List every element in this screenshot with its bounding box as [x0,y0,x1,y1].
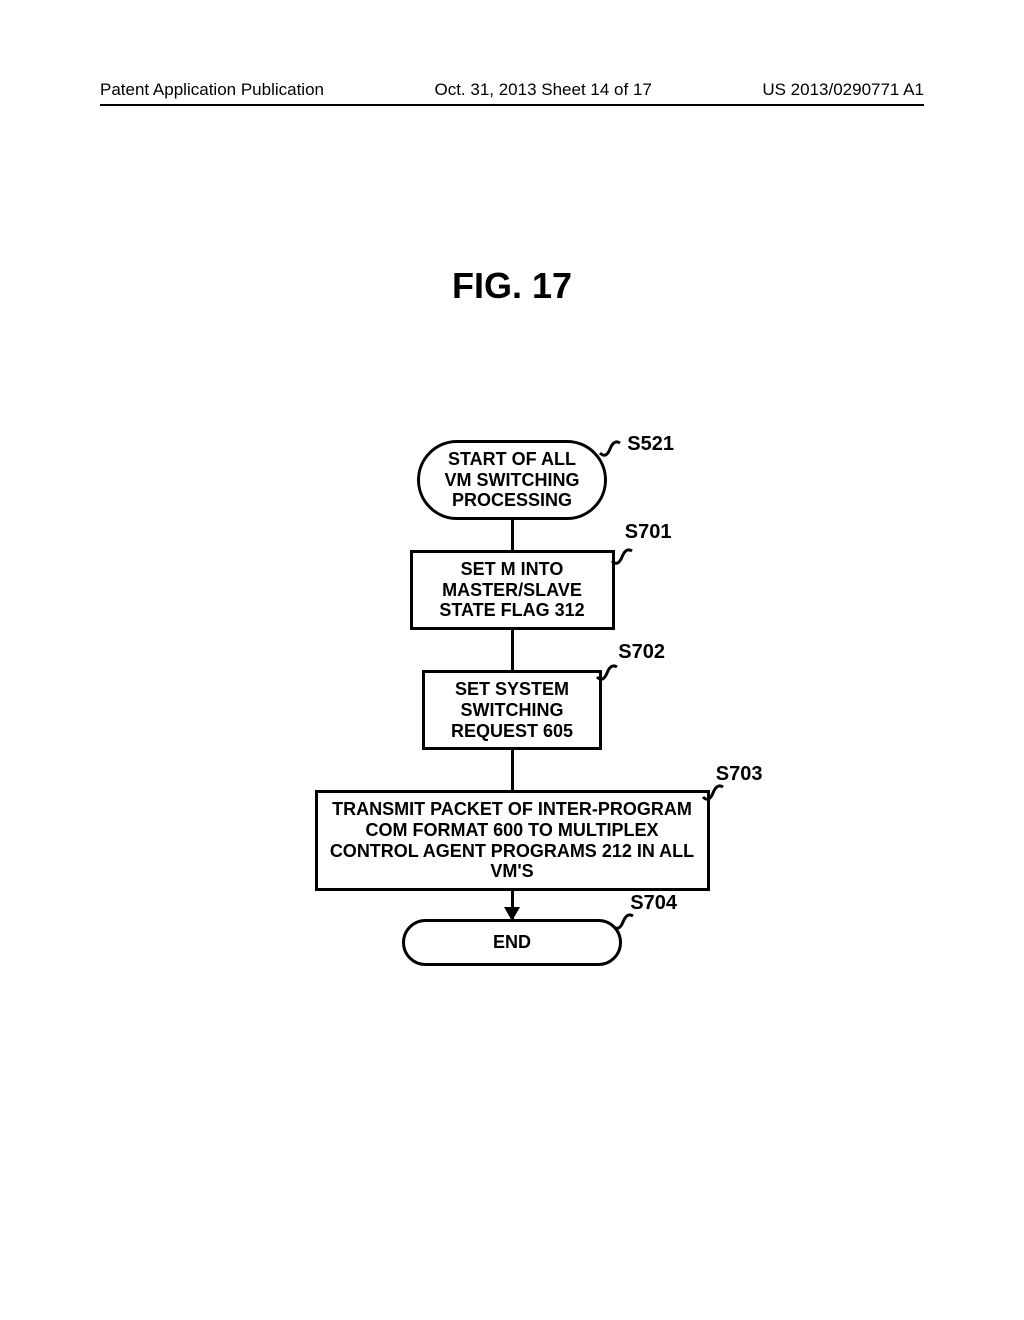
flowchart: START OF ALL VM SWITCHING PROCESSING S52… [0,440,1024,966]
flowchart-connector [511,891,514,919]
tick-icon [701,783,725,803]
node-text: SET M INTO MASTER/SLAVE STATE FLAG 312 [439,559,584,620]
header-right: US 2013/0290771 A1 [762,80,924,100]
flowchart-connector [511,750,514,790]
step-label-s521: S521 [627,433,674,456]
flowchart-node-s701: SET M INTO MASTER/SLAVE STATE FLAG 312 S… [410,550,615,630]
node-text: SET SYSTEM SWITCHING REQUEST 605 [451,679,573,740]
step-label-s702: S702 [618,641,665,664]
flowchart-node-start: START OF ALL VM SWITCHING PROCESSING S52… [417,440,607,520]
tick-icon [610,547,634,567]
flowchart-node-end: END S704 [402,919,622,966]
flowchart-connector [511,630,514,670]
flowchart-connector [511,520,514,550]
node-text: TRANSMIT PACKET OF INTER-PROGRAM COM FOR… [330,799,694,881]
figure-title: FIG. 17 [0,265,1024,307]
tick-icon [611,912,635,932]
step-label-s704: S704 [630,892,677,915]
flowchart-node-s702: SET SYSTEM SWITCHING REQUEST 605 S702 [422,670,602,750]
header-center: Oct. 31, 2013 Sheet 14 of 17 [434,80,651,100]
node-text: START OF ALL VM SWITCHING PROCESSING [445,449,580,510]
tick-icon [595,663,619,683]
step-label-s701: S701 [625,521,672,544]
flowchart-node-s703: TRANSMIT PACKET OF INTER-PROGRAM COM FOR… [315,790,710,891]
page-header: Patent Application Publication Oct. 31, … [100,80,924,106]
tick-icon [598,439,622,459]
header-left: Patent Application Publication [100,80,324,100]
node-text: END [493,932,531,952]
